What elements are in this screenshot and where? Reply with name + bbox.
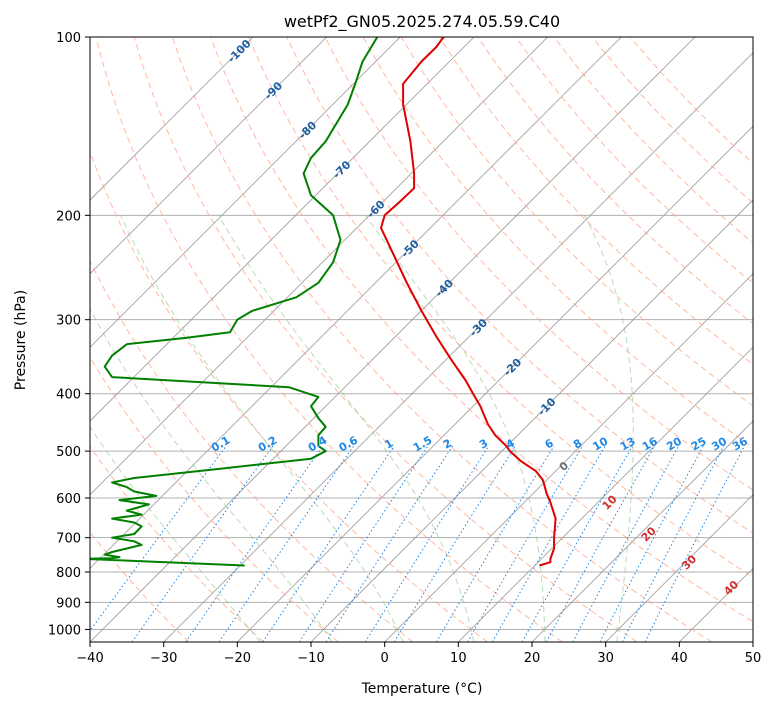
x-tick-label: 50 — [745, 651, 762, 666]
x-tick-label: −20 — [224, 651, 251, 666]
y-tick-label: 1000 — [48, 623, 81, 638]
y-tick-label: 400 — [56, 388, 81, 403]
y-tick-label: 500 — [56, 445, 81, 460]
x-tick-label: −10 — [297, 651, 324, 666]
x-tick-label: 30 — [597, 651, 614, 666]
x-tick-label: 10 — [450, 651, 467, 666]
x-tick-label: −30 — [150, 651, 177, 666]
y-axis-label: Pressure (hPa) — [13, 290, 29, 390]
y-tick-label: 300 — [56, 314, 81, 329]
x-tick-label: −40 — [76, 651, 103, 666]
x-tick-label: 20 — [524, 651, 541, 666]
x-axis-label: Temperature (°C) — [361, 681, 483, 697]
chart-title: wetPf2_GN05.2025.274.05.59.C40 — [284, 12, 560, 32]
y-tick-label: 100 — [56, 31, 81, 46]
y-tick-label: 700 — [56, 532, 81, 547]
y-tick-label: 900 — [56, 596, 81, 611]
y-tick-label: 600 — [56, 492, 81, 507]
x-tick-label: 0 — [381, 651, 389, 666]
y-tick-label: 800 — [56, 566, 81, 581]
x-tick-label: 40 — [671, 651, 688, 666]
y-tick-label: 200 — [56, 209, 81, 224]
